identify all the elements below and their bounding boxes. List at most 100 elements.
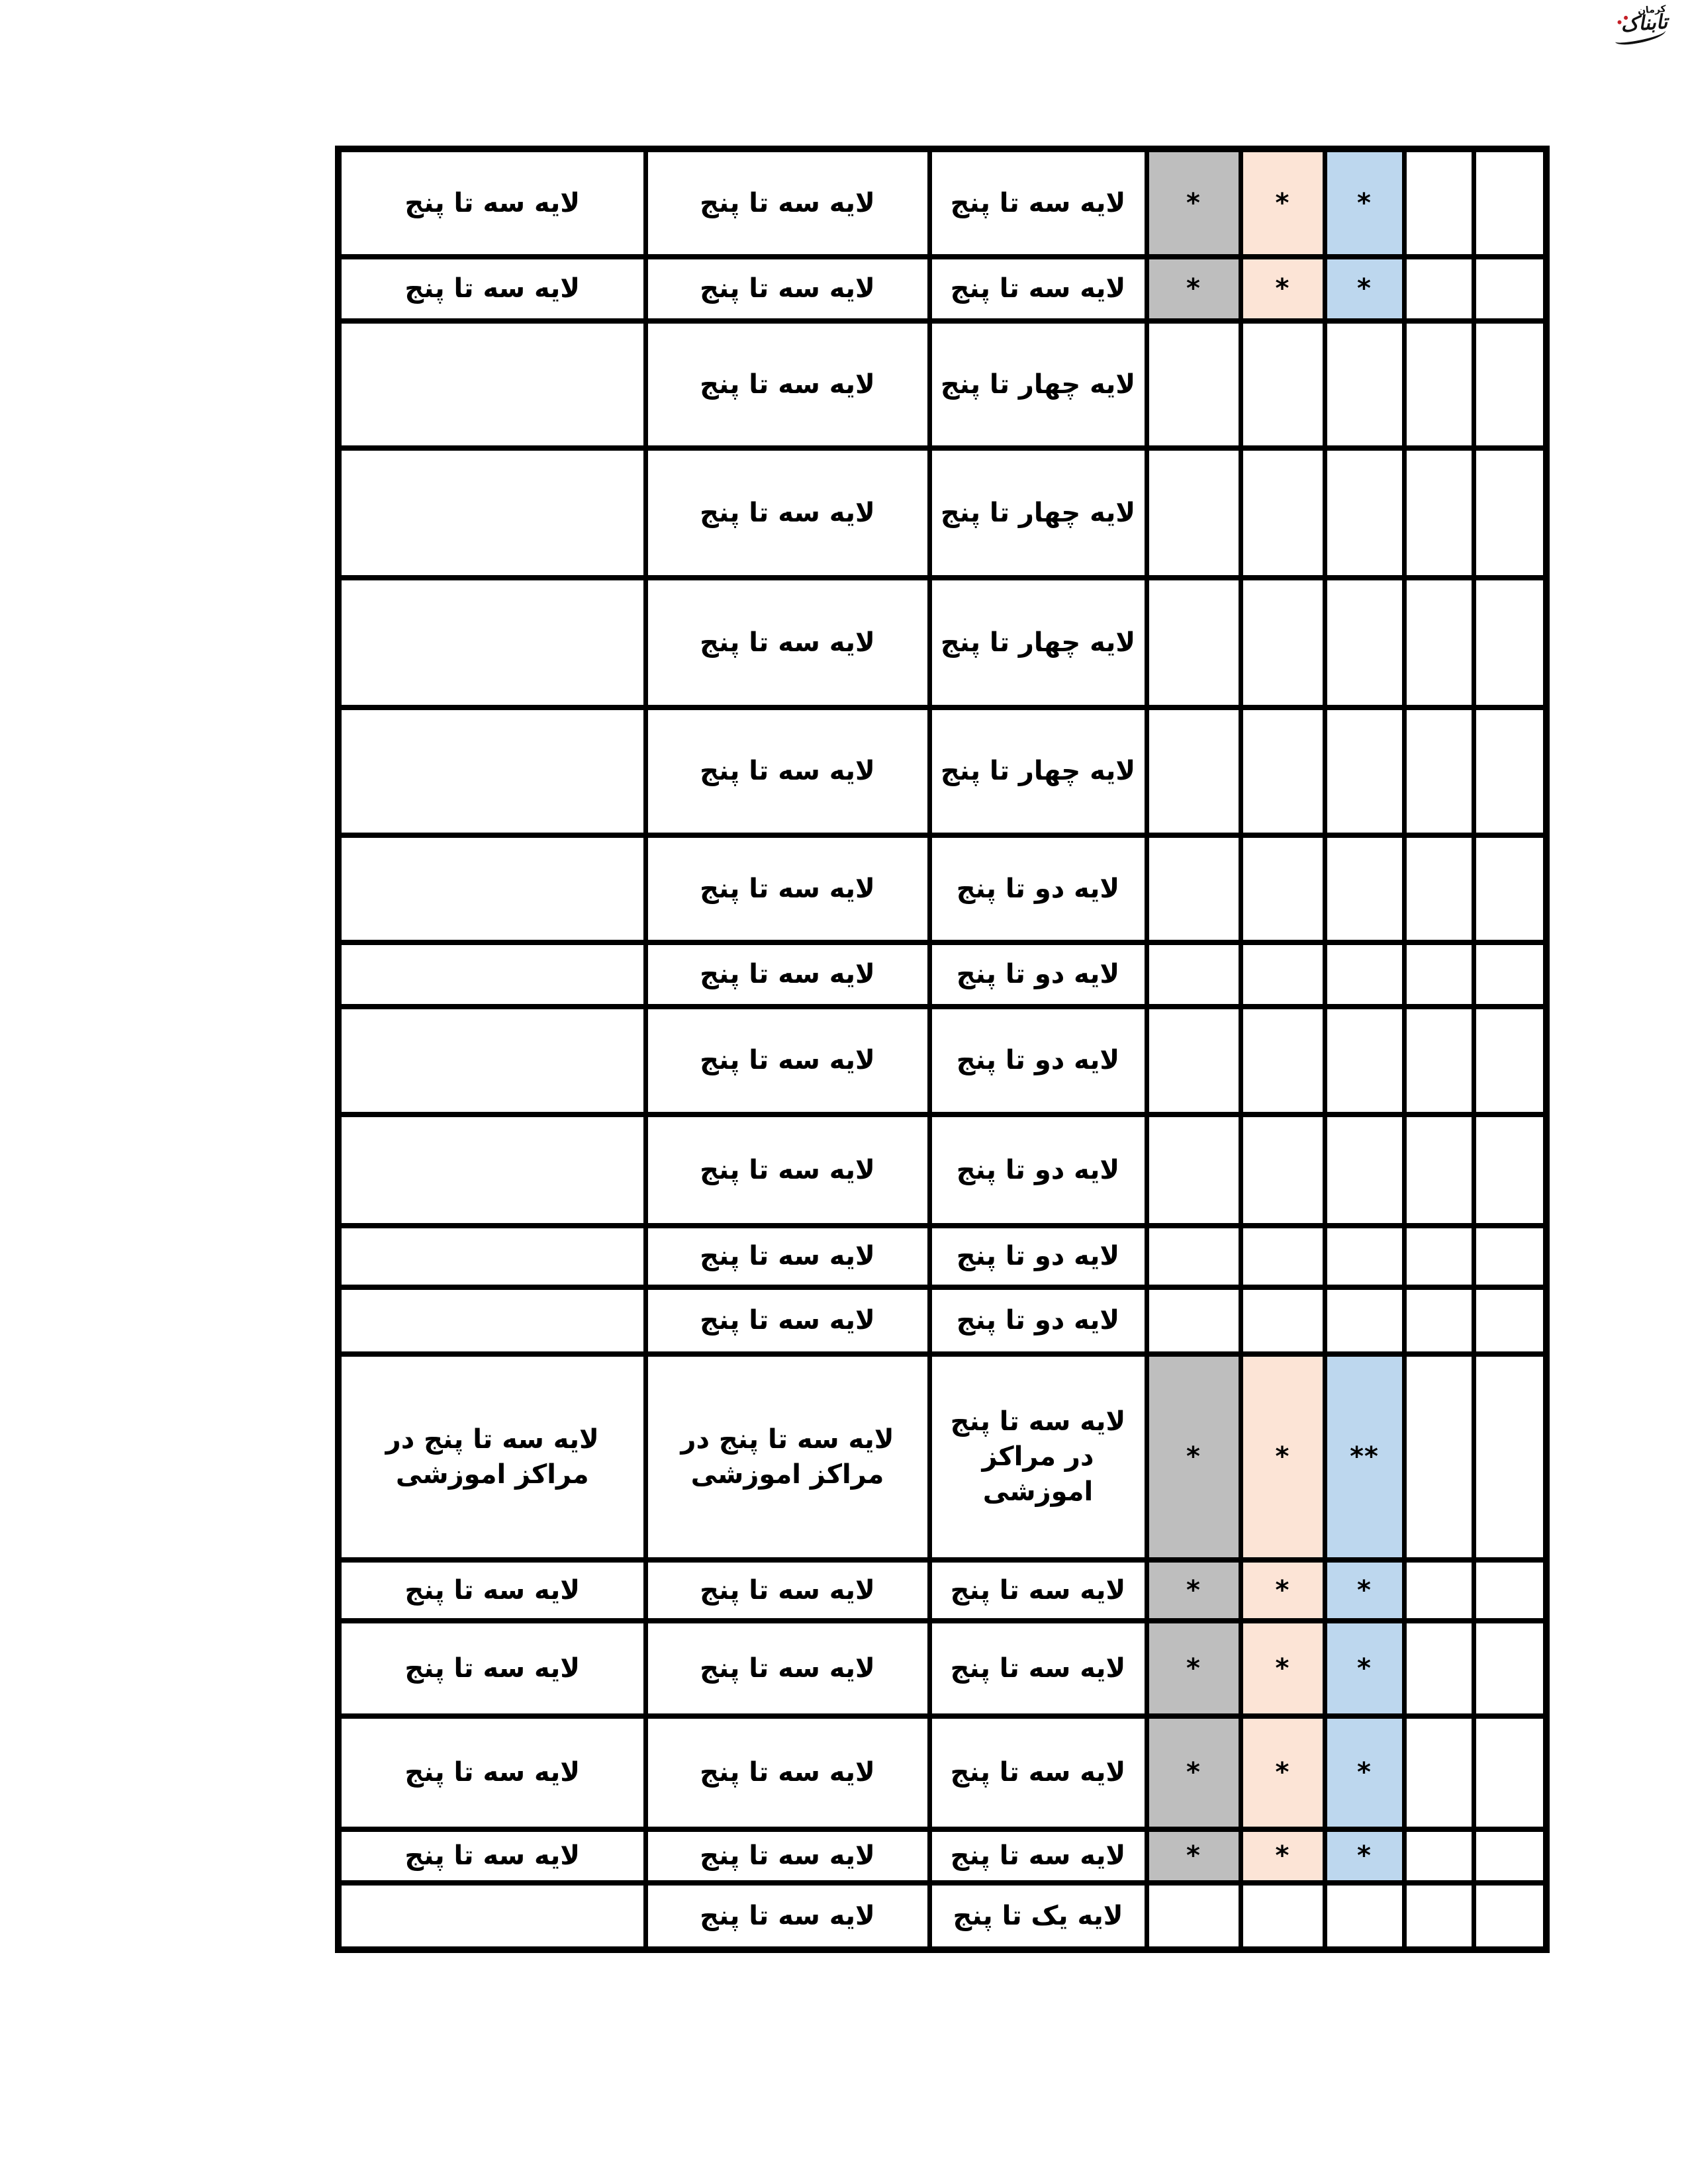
cell-layer-col3: لایه سه تا پنج — [927, 254, 1149, 324]
table-row: لایه سه تا پنج لایه سه تا پنج لایه سه تا… — [336, 1557, 1549, 1623]
cell-layer-col2: لایه سه تا پنج — [643, 1713, 932, 1832]
cell-empty-b — [1471, 575, 1549, 710]
cell-empty-b — [1471, 1880, 1549, 1952]
cell-layer-col2: لایه سه تا پنج — [643, 146, 932, 259]
cell-flag-blue — [1322, 940, 1407, 1009]
cell-empty-a — [1401, 146, 1476, 259]
cell-empty-b — [1471, 254, 1549, 324]
table-row: لایه سه تا پنج لایه دو تا پنج — [336, 833, 1549, 945]
cell-flag-blue — [1322, 1880, 1407, 1952]
cell-flag-blue — [1322, 1223, 1407, 1290]
cell-layer-col3: لایه دو تا پنج — [927, 833, 1149, 945]
cell-layer-col1 — [336, 1285, 648, 1357]
cell-layer-col2: لایه سه تا پنج — [643, 445, 932, 580]
cell-layer-col2: لایه سه تا پنج — [643, 1004, 932, 1117]
site-logo: کرمان تابناک — [1610, 3, 1679, 49]
cell-empty-a — [1401, 318, 1476, 451]
cell-empty-b — [1471, 705, 1549, 838]
cell-layer-col1: لایه سه تا پنج در مراکز اموزشی — [336, 1351, 648, 1563]
cell-flag-blue: * — [1322, 146, 1407, 259]
cell-layer-col3: لایه دو تا پنج — [927, 1223, 1149, 1290]
cell-flag-blue — [1322, 445, 1407, 580]
cell-layer-col3: لایه چهار تا پنج — [927, 575, 1149, 710]
cell-layer-col2: لایه سه تا پنج — [643, 940, 932, 1009]
table-row: لایه سه تا پنج لایه سه تا پنج لایه سه تا… — [336, 1713, 1549, 1832]
cell-flag-peach — [1238, 833, 1327, 945]
cell-layer-col1 — [336, 1880, 648, 1952]
cell-layer-col2: لایه سه تا پنج — [643, 1112, 932, 1228]
cell-layer-col2: لایه سه تا پنج — [643, 1880, 932, 1952]
cell-empty-a — [1401, 1618, 1476, 1719]
table-row: لایه سه تا پنج لایه چهار تا پنج — [336, 575, 1549, 710]
cell-flag-peach: * — [1238, 1351, 1327, 1563]
table-row: لایه سه تا پنج لایه چهار تا پنج — [336, 705, 1549, 838]
cell-layer-col3: لایه سه تا پنج — [927, 146, 1149, 259]
cell-flag-blue: * — [1322, 1713, 1407, 1832]
cell-flag-gray: * — [1144, 1618, 1243, 1719]
cell-empty-b — [1471, 1557, 1549, 1623]
cell-empty-b — [1471, 940, 1549, 1009]
cell-flag-blue — [1322, 575, 1407, 710]
cell-flag-gray: * — [1144, 1557, 1243, 1623]
cell-empty-b — [1471, 1351, 1549, 1563]
cell-flag-blue: * — [1322, 1618, 1407, 1719]
cell-empty-b — [1471, 146, 1549, 259]
cell-flag-peach: * — [1238, 1827, 1327, 1886]
cell-empty-b — [1471, 833, 1549, 945]
cell-layer-col3: لایه دو تا پنج — [927, 1112, 1149, 1228]
cell-empty-a — [1401, 1827, 1476, 1886]
cell-layer-col1: لایه سه تا پنج — [336, 1618, 648, 1719]
cell-layer-col3: لایه سه تا پنج — [927, 1713, 1149, 1832]
table-row: لایه سه تا پنج لایه سه تا پنج لایه سه تا… — [336, 1827, 1549, 1886]
cell-flag-blue: ** — [1322, 1351, 1407, 1563]
cell-layer-col1 — [336, 445, 648, 580]
cell-flag-gray: * — [1144, 146, 1243, 259]
cell-layer-col3: لایه چهار تا پنج — [927, 318, 1149, 451]
table-row: لایه سه تا پنج لایه دو تا پنج — [336, 1112, 1549, 1228]
table-row: لایه سه تا پنج لایه چهار تا پنج — [336, 445, 1549, 580]
cell-layer-col3: لایه چهار تا پنج — [927, 445, 1149, 580]
table-row: لایه سه تا پنج لایه دو تا پنج — [336, 1223, 1549, 1290]
cell-flag-blue — [1322, 318, 1407, 451]
cell-empty-b — [1471, 1618, 1549, 1719]
cell-flag-gray — [1144, 575, 1243, 710]
cell-flag-peach — [1238, 575, 1327, 710]
cell-layer-col3: لایه یک تا پنج — [927, 1880, 1149, 1952]
cell-flag-gray — [1144, 940, 1243, 1009]
cell-empty-a — [1401, 940, 1476, 1009]
table-row: لایه سه تا پنج لایه یک تا پنج — [336, 1880, 1549, 1952]
cell-layer-col1: لایه سه تا پنج — [336, 146, 648, 259]
cell-layer-col3: لایه دو تا پنج — [927, 1004, 1149, 1117]
cell-flag-gray — [1144, 1112, 1243, 1228]
cell-empty-b — [1471, 1713, 1549, 1832]
cell-layer-col3: لایه دو تا پنج — [927, 1285, 1149, 1357]
cell-flag-peach — [1238, 318, 1327, 451]
cell-flag-peach: * — [1238, 1557, 1327, 1623]
cell-empty-a — [1401, 575, 1476, 710]
cell-flag-blue — [1322, 1004, 1407, 1117]
cell-layer-col2: لایه سه تا پنج — [643, 575, 932, 710]
cell-empty-a — [1401, 705, 1476, 838]
cell-layer-col3: لایه دو تا پنج — [927, 940, 1149, 1009]
cell-flag-blue — [1322, 1285, 1407, 1357]
cell-flag-peach — [1238, 1112, 1327, 1228]
cell-empty-a — [1401, 833, 1476, 945]
cell-empty-a — [1401, 1223, 1476, 1290]
cell-layer-col1: لایه سه تا پنج — [336, 1557, 648, 1623]
cell-empty-a — [1401, 1351, 1476, 1563]
cell-flag-peach — [1238, 1223, 1327, 1290]
cell-layer-col2: لایه سه تا پنج — [643, 1223, 932, 1290]
cell-flag-gray — [1144, 445, 1243, 580]
cell-flag-blue — [1322, 833, 1407, 945]
cell-layer-col2: لایه سه تا پنج — [643, 1285, 932, 1357]
cell-layer-col1 — [336, 318, 648, 451]
cell-layer-col2: لایه سه تا پنج — [643, 254, 932, 324]
layers-table: لایه سه تا پنج لایه سه تا پنج لایه سه تا… — [335, 146, 1550, 1953]
cell-layer-col1: لایه سه تا پنج — [336, 254, 648, 324]
cell-layer-col1: لایه سه تا پنج — [336, 1827, 648, 1886]
cell-flag-gray: * — [1144, 254, 1243, 324]
table-row: لایه سه تا پنج لایه سه تا پنج لایه سه تا… — [336, 254, 1549, 324]
cell-flag-peach — [1238, 1004, 1327, 1117]
cell-empty-b — [1471, 1223, 1549, 1290]
table-row: لایه سه تا پنج لایه دو تا پنج — [336, 1285, 1549, 1357]
